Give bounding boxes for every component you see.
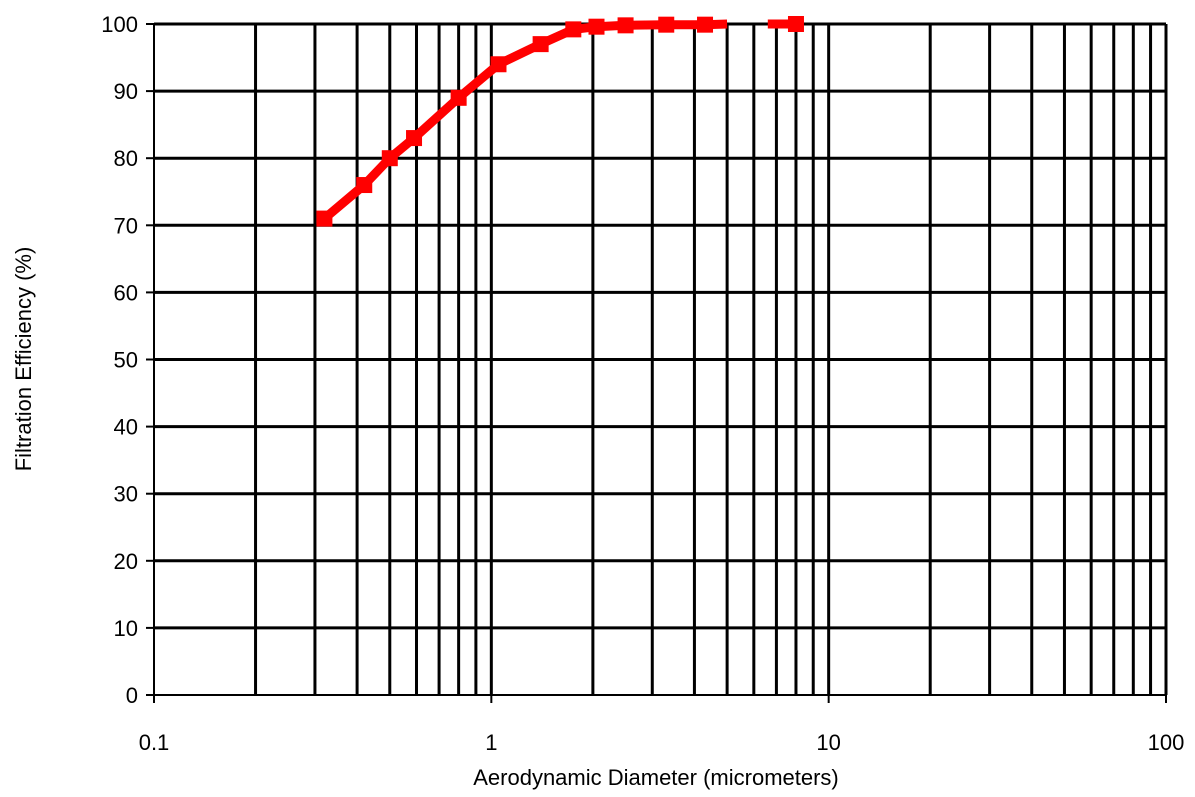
data-point (316, 210, 333, 227)
y-tick-label: 70 (114, 213, 138, 238)
grid (154, 22, 1168, 695)
x-axis-title: Aerodynamic Diameter (micrometers) (473, 765, 839, 790)
y-tick-label: 30 (114, 482, 138, 507)
data-point (588, 18, 605, 35)
data-point (697, 16, 714, 33)
y-tick-label: 50 (114, 348, 138, 373)
y-tick-label: 20 (114, 549, 138, 574)
y-tick-label: 10 (114, 616, 138, 641)
data-point (356, 177, 373, 194)
y-tick-label: 100 (101, 12, 138, 37)
data-point (787, 16, 804, 32)
data-point (450, 89, 467, 106)
series-line (321, 19, 728, 223)
y-tick-label: 90 (114, 79, 138, 104)
data-point (490, 56, 507, 73)
tick-labels: 0 10 20 30 40 50 60 70 80 90 100 0.1 1 10 100 (101, 12, 1184, 755)
data-point (658, 16, 675, 33)
data-point (565, 21, 582, 38)
y-tick-label: 60 (114, 280, 138, 305)
x-tick-label: 100 (1148, 730, 1185, 755)
y-axis-title: Filtration Efficiency (%) (11, 247, 36, 472)
x-tick-label: 1 (485, 730, 497, 755)
series-group (316, 16, 804, 227)
x-tick-label: 10 (816, 730, 840, 755)
data-point (406, 130, 423, 147)
data-point (617, 17, 634, 34)
y-tick-label: 0 (126, 683, 138, 708)
data-point (532, 36, 549, 53)
y-tick-label: 80 (114, 146, 138, 171)
axes (146, 23, 1167, 703)
x-tick-label: 0.1 (139, 730, 170, 755)
y-tick-label: 40 (114, 415, 138, 440)
data-point (381, 150, 398, 167)
